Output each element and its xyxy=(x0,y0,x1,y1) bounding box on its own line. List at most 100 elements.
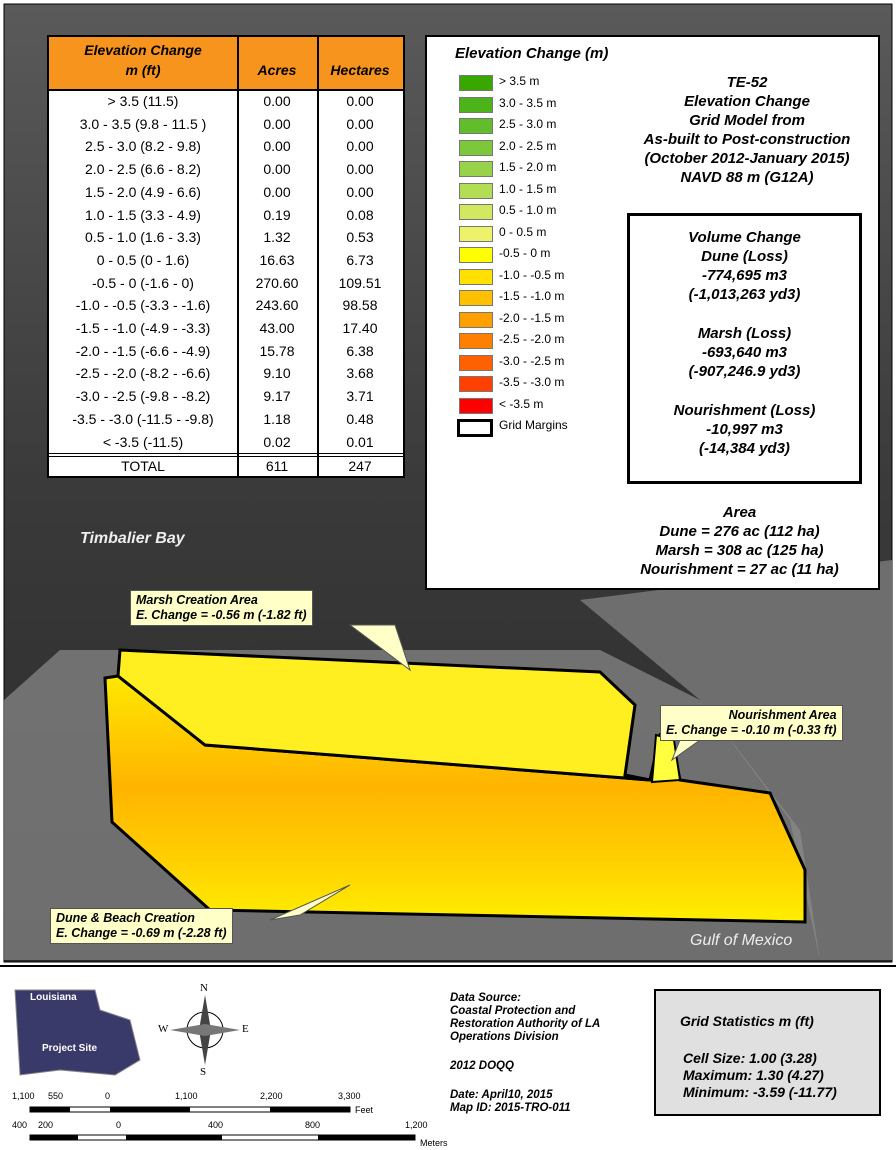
callout-pointer xyxy=(269,884,351,921)
callout-title: Dune & Beach Creation xyxy=(56,911,195,925)
legend-swatch xyxy=(459,75,493,91)
table-cell: 2.5 - 3.0 (8.2 - 9.8) xyxy=(85,138,201,155)
gulf-label: Gulf of Mexico xyxy=(690,932,793,949)
marsh-area xyxy=(116,648,651,782)
table-cell: 0.02 xyxy=(263,433,291,450)
table-cell: 6.38 xyxy=(346,342,374,359)
table-cell: 0.00 xyxy=(346,93,374,109)
table-cell: 0.48 xyxy=(346,410,374,427)
inset-label: Louisiana xyxy=(30,992,77,1003)
legend-swatch xyxy=(459,96,493,113)
source-line: Restoration Authority of LA xyxy=(450,1018,601,1030)
table-total: TOTAL xyxy=(121,458,165,474)
table-cell: 1.32 xyxy=(263,229,291,246)
scale-label: 3,300 xyxy=(338,1091,361,1101)
scale-label: 1,200 xyxy=(405,1120,428,1130)
scale-label: Meters xyxy=(420,1138,448,1148)
source-line: Operations Division xyxy=(450,1031,559,1043)
table-cell: 2.0 - 2.5 (6.6 - 8.2) xyxy=(85,161,201,178)
legend-swatch xyxy=(459,376,493,392)
scale-label: Feet xyxy=(355,1105,374,1115)
table-header: Elevation Change xyxy=(84,42,202,58)
area-line: Marsh = 308 ac (125 ha) xyxy=(655,542,824,559)
legend-swatch xyxy=(459,354,493,371)
legend-swatch xyxy=(457,419,493,437)
info-line: NAVD 88 m (G12A) xyxy=(680,169,814,186)
callout-text: E. Change = -0.56 m (-1.82 ft) xyxy=(136,608,307,622)
callout-title: Marsh Creation Area xyxy=(136,593,258,607)
table-cell: 3.71 xyxy=(346,388,374,405)
volume-line: -10,997 m3 xyxy=(706,421,783,438)
table-cell: 0.00 xyxy=(263,115,291,132)
legend-label: < -3.5 m xyxy=(499,396,544,411)
volume-box: Volume Change Dune (Loss) -774,695 m3 (-1,0… xyxy=(627,213,862,484)
legend-swatch xyxy=(459,182,493,199)
table-cell: 0.00 xyxy=(263,161,291,178)
grid-stat: Minimum: -3.59 (-11.77) xyxy=(683,1084,837,1100)
table-cell: 0.00 xyxy=(346,161,374,178)
grid-stats-box xyxy=(654,989,881,1116)
legend-swatch xyxy=(459,225,493,242)
table-cell: 270.60 xyxy=(255,274,299,291)
scale-label: 1,100 xyxy=(175,1091,198,1101)
legend-swatch xyxy=(459,161,493,177)
compass-label: W xyxy=(158,1023,169,1035)
callout-text: E. Change = -0.10 m (-0.33 ft) xyxy=(666,723,837,737)
info-line: As-built to Post-construction xyxy=(643,131,851,148)
grid-stats-title: Grid Statistics m (ft) xyxy=(680,1013,814,1029)
volume-line: Nourishment (Loss) xyxy=(673,402,816,419)
legend-label: 1.0 - 1.5 m xyxy=(499,181,557,196)
grid-stat: Maximum: 1.30 (4.27) xyxy=(683,1067,824,1083)
table-total: 611 xyxy=(265,458,289,474)
legend-title: Elevation Change (m) xyxy=(455,45,609,62)
info-line: Elevation Change xyxy=(684,93,810,110)
legend-swatch xyxy=(459,139,493,156)
col-line xyxy=(237,37,239,476)
volume-line: Volume Change xyxy=(688,229,801,246)
table-cell: 1.18 xyxy=(263,410,291,427)
table-cell: 3.0 - 3.5 (9.8 - 11.5 ) xyxy=(79,115,207,132)
scale-label: 400 xyxy=(12,1120,28,1130)
legend-swatch xyxy=(459,118,493,134)
volume-line: -693,640 m3 xyxy=(701,344,788,361)
table-cell: 0.19 xyxy=(263,206,291,223)
table-cell: 43.00 xyxy=(259,320,295,336)
table-cell: 0.00 xyxy=(263,183,291,200)
legend-label: Grid Margins xyxy=(499,418,568,432)
marshland xyxy=(580,560,892,960)
volume-line: (-1,013,263 yd3) xyxy=(688,286,801,303)
table-cell: 1.5 - 2.0 (4.9 - 6.6) xyxy=(85,183,201,200)
volume-line: -774,695 m3 xyxy=(701,267,788,284)
legend-swatch xyxy=(459,268,493,285)
area-line: Dune = 276 ac (112 ha) xyxy=(659,523,820,540)
scale-label: 400 xyxy=(208,1120,224,1130)
legend-label: -3.0 - -2.5 m xyxy=(499,353,565,368)
grid-stats: Cell Size: 1.00 (3.28) Maximum: 1.30 (4.… xyxy=(683,1050,837,1101)
bay-label: Timbalier Bay xyxy=(80,530,185,547)
legend-label: 1.5 - 2.0 m xyxy=(499,160,557,174)
table-cell: -1.0 - -0.5 (-3.3 - -1.6) xyxy=(75,297,211,314)
table-cell: 17.40 xyxy=(342,320,378,336)
dune-callout: Dune & Beach Creation E. Change = -0.69 m… xyxy=(50,908,233,944)
grid-stat: Cell Size: 1.00 (3.28) xyxy=(683,1050,817,1066)
stats-table: Elevation Change m (ft) Acres Hectares > 3.5… xyxy=(47,35,405,478)
table-cell: 0 - 0.5 (0 - 1.6) xyxy=(96,251,190,268)
volume-line: Dune (Loss) xyxy=(701,248,788,265)
legend-label: -2.0 - -1.5 m xyxy=(499,310,565,325)
row-line xyxy=(49,456,403,457)
row-line xyxy=(49,89,403,91)
source-line: Map ID: 2015-TRO-011 xyxy=(450,1102,571,1114)
table-cell: > 3.5 (11.5) xyxy=(107,93,179,109)
table-cell: -3.0 - -2.5 (-9.8 - -8.2) xyxy=(75,388,211,405)
compass xyxy=(170,1024,240,1036)
info-line: TE-52 xyxy=(726,74,768,91)
legend-label: -1.0 - -0.5 m xyxy=(499,267,565,282)
legend-label: -1.5 - -1.0 m xyxy=(499,289,565,303)
volume-line: (-907,246.9 yd3) xyxy=(688,363,801,380)
legend-swatch xyxy=(459,204,493,220)
table-cell: -2.5 - -2.0 (-8.2 - -6.6) xyxy=(75,365,211,382)
legend-label: 3.0 - 3.5 m xyxy=(499,95,557,110)
legend-swatch xyxy=(459,290,493,306)
table-cell: 0.00 xyxy=(346,115,374,132)
